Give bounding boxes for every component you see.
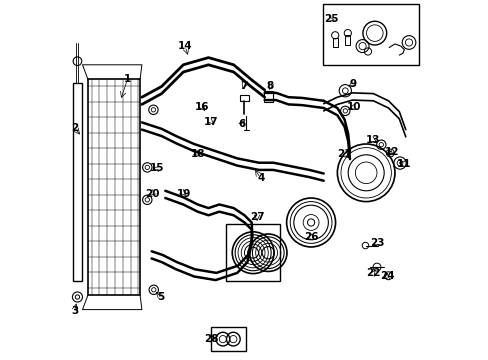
- Text: 15: 15: [149, 163, 163, 174]
- Text: 2: 2: [71, 123, 78, 133]
- Text: 10: 10: [346, 102, 360, 112]
- Text: 9: 9: [349, 78, 356, 89]
- Bar: [73, 83, 82, 281]
- Text: 7: 7: [240, 81, 247, 91]
- Text: 25: 25: [323, 14, 338, 24]
- Bar: [264, 91, 272, 102]
- Text: 3: 3: [71, 306, 78, 316]
- Text: 4: 4: [257, 173, 264, 183]
- Text: 23: 23: [369, 238, 384, 248]
- Text: 12: 12: [384, 147, 399, 157]
- Text: 26: 26: [303, 232, 318, 242]
- Bar: [332, 38, 337, 47]
- Text: 14: 14: [178, 41, 192, 51]
- Text: 6: 6: [238, 119, 245, 129]
- Bar: [225, 224, 280, 281]
- Text: 5: 5: [157, 292, 164, 302]
- Text: 20: 20: [144, 189, 159, 199]
- Text: 16: 16: [195, 102, 209, 112]
- Text: 18: 18: [190, 149, 204, 159]
- Bar: [88, 79, 140, 295]
- Text: 21: 21: [337, 149, 351, 159]
- Bar: [211, 327, 245, 351]
- Bar: [239, 95, 249, 101]
- Text: 28: 28: [203, 334, 218, 344]
- Text: 13: 13: [365, 135, 379, 145]
- Text: 24: 24: [379, 271, 393, 282]
- Text: 17: 17: [203, 117, 218, 127]
- Text: 19: 19: [177, 189, 191, 199]
- Text: 22: 22: [366, 268, 380, 278]
- Text: 11: 11: [396, 159, 410, 169]
- Text: 8: 8: [266, 81, 273, 91]
- Text: 27: 27: [249, 212, 264, 222]
- Bar: [345, 35, 349, 45]
- Bar: [322, 4, 419, 65]
- Text: 1: 1: [123, 74, 131, 84]
